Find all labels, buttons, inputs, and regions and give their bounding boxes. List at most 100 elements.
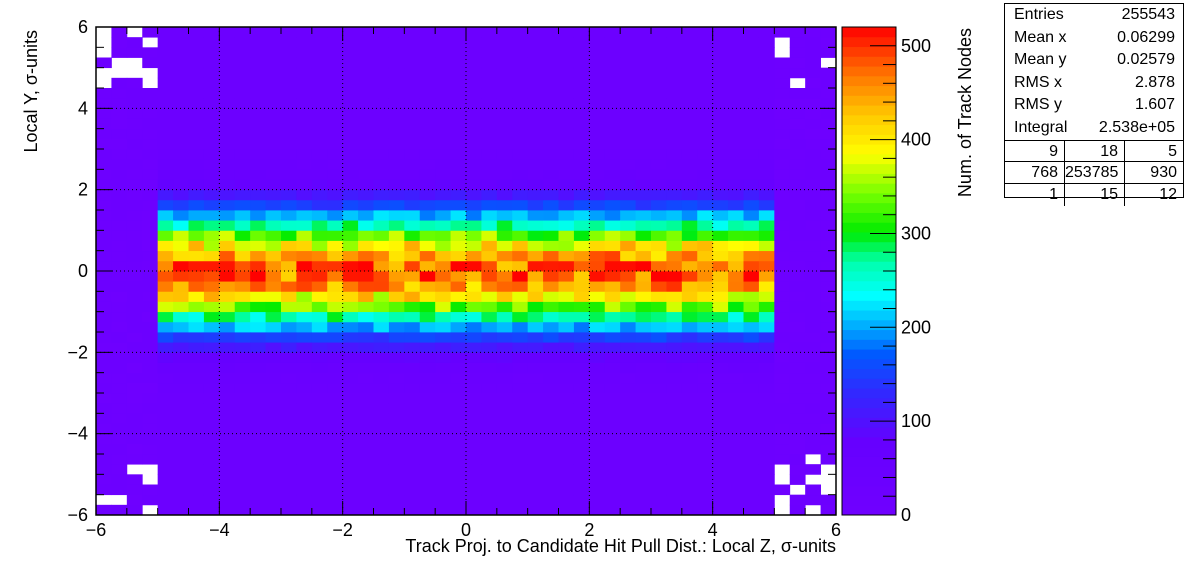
heatmap-cell [157,179,174,191]
heatmap-cell [743,352,760,363]
heatmap-cell [373,210,390,221]
heatmap-cell [435,108,451,119]
heatmap-cell [373,108,390,119]
heatmap-cell [820,291,837,302]
heatmap-cell [743,179,760,191]
heatmap-cell [157,67,174,79]
heatmap-cell [820,443,837,455]
heatmap-cell [666,301,683,313]
heatmap-cell [419,494,436,506]
heatmap-cell [419,321,436,333]
heatmap-cell [296,128,313,140]
heatmap-cell [234,321,251,333]
heatmap-cell [743,413,760,424]
heatmap-cell [712,128,729,140]
heatmap-cell [358,413,374,424]
heatmap-cell [250,382,266,394]
heatmap-cell [157,199,174,211]
heatmap-cell [250,118,266,130]
heatmap-cell [805,250,821,262]
palette-swatch [842,163,896,174]
heatmap-cell [327,199,344,211]
heatmap-cell [543,382,559,394]
heatmap-cell [620,382,636,394]
heatmap-cell [311,199,328,211]
heatmap-cell [435,189,451,201]
heatmap-cell [404,169,421,180]
heatmap-cell [96,128,112,140]
heatmap-cell [388,474,405,485]
heatmap-cell [774,454,791,465]
heatmap-cell [604,88,621,99]
heatmap-cell [728,250,744,262]
heatmap-cell [203,108,220,119]
heatmap-cell [234,372,251,384]
heatmap-cell [111,352,128,363]
heatmap-cell [789,250,806,262]
heatmap-cell [126,118,143,130]
heatmap-cell [234,128,251,140]
heatmap-cell [342,260,359,272]
heatmap-cell [558,342,575,353]
heatmap-cell [681,321,698,333]
heatmap-cell [758,108,775,119]
heatmap-cell [666,128,683,140]
heatmap-cell [435,220,451,231]
heatmap-cell [635,159,652,170]
heatmap-cell [789,118,806,130]
heatmap-cell [481,504,498,516]
heatmap-cell [419,88,436,99]
heatmap-cell [712,403,729,414]
heatmap-cell [358,128,374,140]
heatmap-cell [203,321,220,333]
heatmap-cell [342,199,359,211]
heatmap-cell [311,77,328,89]
heatmap-cell [219,403,236,414]
heatmap-cell [234,240,251,252]
heatmap-cell [234,57,251,69]
heatmap-cell [435,230,451,241]
heatmap-cell [635,88,652,99]
heatmap-cell [728,291,744,302]
overflow-cell: 253785 [1065,162,1125,184]
heatmap-cell [573,494,590,506]
heatmap-cell [573,27,590,38]
heatmap-cell [697,230,714,241]
heatmap-cell [126,149,143,160]
heatmap-cell [543,281,559,292]
heatmap-cell [342,321,359,333]
heatmap-cell [743,504,760,516]
heatmap-cell [527,372,544,384]
heatmap-cell [142,220,159,231]
heatmap-cell [342,210,359,221]
heatmap-cell [466,77,482,89]
heatmap-cell [342,342,359,353]
heatmap-cell [311,494,328,506]
heatmap-cell [604,169,621,180]
heatmap-cell [388,494,405,506]
heatmap-cell [635,230,652,241]
heatmap-cell [450,393,467,404]
heatmap-cell [558,423,575,435]
heatmap-cell [789,332,806,343]
heatmap-cell [620,27,636,38]
heatmap-cell [481,362,498,374]
heatmap-cell [173,118,189,130]
palette-swatch [842,66,896,77]
heatmap-cell [419,372,436,384]
heatmap-cell [173,210,189,221]
heatmap-cell [296,504,313,516]
palette-swatch [842,27,896,38]
x-tick-label: 2 [584,520,594,540]
heatmap-cell [805,291,821,302]
heatmap-cell [481,108,498,119]
heatmap-cell [96,393,112,404]
heatmap-cell [342,149,359,160]
heatmap-cell [558,37,575,48]
heatmap-cell [250,108,266,119]
heatmap-cell [219,382,236,394]
heatmap-cell [651,484,667,496]
heatmap-cell [712,77,729,89]
heatmap-cell [435,159,451,170]
heatmap-cell [774,189,791,201]
